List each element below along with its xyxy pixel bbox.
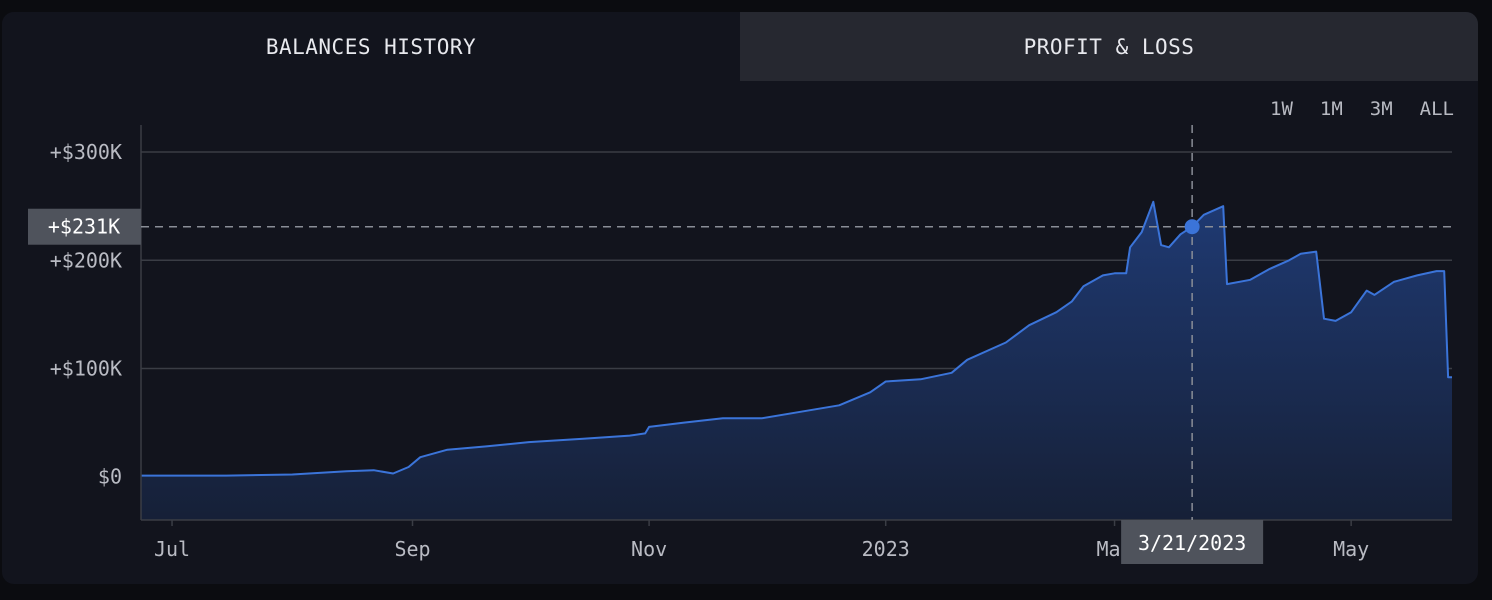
data-point[interactable]: [681, 420, 687, 426]
x-tick-label: Sep: [394, 537, 430, 561]
data-point[interactable]: [1364, 288, 1370, 294]
data-point[interactable]: [444, 447, 450, 453]
data-point[interactable]: [646, 424, 652, 430]
data-point[interactable]: [836, 402, 842, 408]
data-point[interactable]: [1026, 322, 1032, 328]
data-point[interactable]: [1127, 244, 1133, 250]
range-1m-button[interactable]: 1M: [1319, 98, 1343, 120]
tab-profit-loss-label: PROFIT & LOSS: [1023, 34, 1195, 59]
data-point[interactable]: [1224, 281, 1230, 287]
data-point[interactable]: [1449, 374, 1455, 380]
data-point[interactable]: [1441, 268, 1447, 274]
y-tick-label: +$200K: [50, 248, 122, 272]
y-tick-label: $0: [98, 465, 122, 489]
tab-balances-history-label: BALANCES HISTORY: [265, 34, 477, 59]
tab-balances-history[interactable]: BALANCES HISTORY: [2, 12, 740, 81]
data-point[interactable]: [867, 389, 873, 395]
data-point[interactable]: [642, 430, 648, 436]
range-all-button[interactable]: ALL: [1419, 98, 1454, 120]
data-point[interactable]: [1414, 272, 1420, 278]
crosshair-date-label: 3/21/2023: [1138, 531, 1246, 555]
data-point[interactable]: [1003, 340, 1009, 346]
time-range-selector: 1W 1M 3M ALL: [1270, 98, 1454, 120]
data-point[interactable]: [1286, 257, 1292, 263]
crosshair-value-pill: [28, 208, 141, 245]
data-point[interactable]: [1348, 309, 1354, 315]
data-point[interactable]: [1333, 318, 1339, 324]
y-tick-label: +$300K: [50, 140, 122, 164]
data-point[interactable]: [289, 472, 295, 478]
data-point[interactable]: [344, 468, 350, 474]
tab-bar: BALANCES HISTORY PROFIT & LOSS: [2, 12, 1478, 81]
data-point[interactable]: [1150, 199, 1156, 205]
data-point[interactable]: [1247, 277, 1253, 283]
data-point[interactable]: [797, 409, 803, 415]
data-point[interactable]: [1081, 283, 1087, 289]
data-point[interactable]: [1123, 270, 1129, 276]
data-point[interactable]: [1112, 270, 1118, 276]
data-point[interactable]: [1177, 231, 1183, 237]
range-1w-button[interactable]: 1W: [1270, 98, 1293, 120]
data-point[interactable]: [1313, 249, 1319, 255]
crosshair-date-pill: [1121, 520, 1264, 564]
x-tick-label: 2023: [862, 537, 910, 561]
data-point[interactable]: [1321, 316, 1327, 322]
data-point[interactable]: [1166, 244, 1172, 250]
pnl-area-fill: [141, 201, 1452, 521]
data-point[interactable]: [417, 454, 423, 460]
data-point[interactable]: [1139, 229, 1145, 235]
x-tick-label: May: [1333, 537, 1369, 561]
data-point[interactable]: [720, 415, 726, 421]
data-point[interactable]: [371, 467, 377, 473]
y-tick-label: +$100K: [50, 356, 122, 380]
data-point[interactable]: [1100, 272, 1106, 278]
data-point[interactable]: [483, 443, 489, 449]
data-point[interactable]: [759, 415, 765, 421]
data-point[interactable]: [406, 464, 412, 470]
data-point[interactable]: [964, 357, 970, 363]
pnl-series-line: [141, 200, 1452, 477]
data-point[interactable]: [1158, 242, 1164, 248]
data-point[interactable]: [883, 378, 889, 384]
crosshair-point: [1184, 219, 1200, 235]
data-point[interactable]: [1267, 266, 1273, 272]
data-point[interactable]: [1433, 268, 1439, 274]
data-point[interactable]: [1069, 298, 1075, 304]
data-point[interactable]: [1220, 203, 1226, 209]
data-point[interactable]: [949, 370, 955, 376]
data-point[interactable]: [223, 473, 229, 479]
data-point[interactable]: [1053, 309, 1059, 315]
data-point[interactable]: [918, 376, 924, 382]
data-point[interactable]: [390, 470, 396, 476]
data-point[interactable]: [1371, 292, 1377, 298]
data-point[interactable]: [526, 439, 532, 445]
x-tick-label: Jul: [154, 537, 190, 561]
range-3m-button[interactable]: 3M: [1369, 98, 1393, 120]
data-point[interactable]: [1391, 279, 1397, 285]
crosshair-value-label: +$231K: [48, 215, 120, 239]
x-tick-label: Nov: [631, 537, 667, 561]
data-point[interactable]: [627, 433, 633, 439]
tab-profit-loss[interactable]: PROFIT & LOSS: [740, 12, 1478, 81]
data-point[interactable]: [580, 436, 586, 442]
data-point[interactable]: [1201, 212, 1207, 218]
data-point[interactable]: [1298, 251, 1304, 257]
